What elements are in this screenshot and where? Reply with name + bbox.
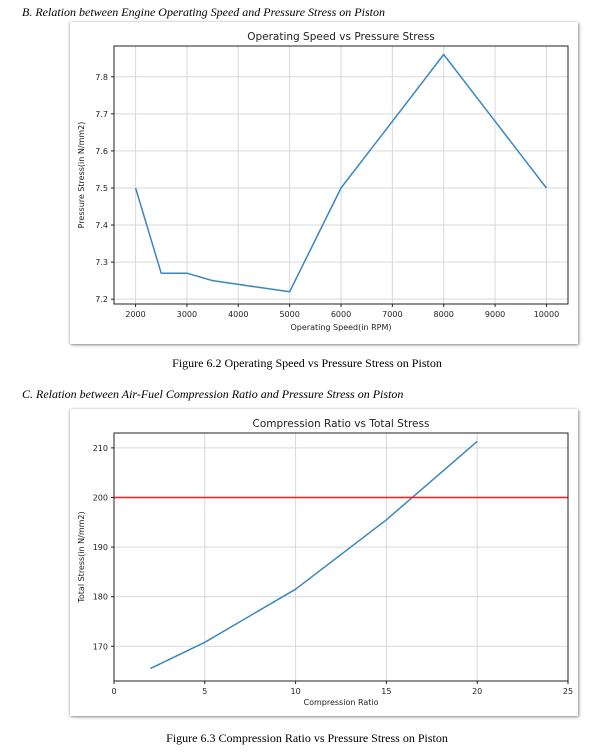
plot-frame [113,432,569,682]
y-tick-label: 7.4 [95,221,108,230]
x-tick-label: 10000 [534,310,559,319]
operating-speed-chart: 2000 3000 4000 5000 6000 7000 8000 9000 10000 7.2… [77,31,569,332]
y-tick-label: 7.3 [95,258,108,267]
y-tick-label: 7.7 [95,110,108,119]
chart-title: Compression Ratio vs Total Stress [253,418,430,430]
x-axis-label: Operating Speed(in RPM) [291,323,392,332]
x-tick-label: 8000 [434,310,454,319]
x-tick-label: 2000 [125,310,145,319]
y-tick-label: 7.8 [95,73,108,82]
x-axis-label: Compression Ratio [304,698,379,707]
section-b-heading: B. Relation between Engine Operating Spe… [22,5,385,19]
series-line-1 [149,440,478,670]
y-tick-label: 210 [93,444,108,453]
y-axis-label: Total Stress(in N/mm2) [77,511,86,603]
chart-title: Operating Speed vs Pressure Stress [247,31,435,43]
x-tick-label: 0 [111,687,116,696]
series-line-1 [134,53,547,293]
x-tick-label: 25 [563,687,573,696]
x-tick-label: 10 [291,687,301,696]
x-tick-label: 20 [472,687,482,696]
x-tick-label: 7000 [382,310,402,319]
y-axis-label: Pressure Stress(in N/mm2) [77,122,86,229]
figure-6-3-caption: Figure 6.3 Compression Ratio vs Pressure… [166,731,448,745]
x-tick-label: 3000 [177,310,197,319]
chart-frame-compression-ratio: 0 5 10 15 20 25 170 180 190 200 210 Compression Rat… [70,409,578,716]
x-tick-label: 9000 [485,310,505,319]
y-tick-label: 190 [93,543,108,552]
y-tick-label: 170 [93,642,108,651]
y-tick-label: 7.2 [95,295,108,304]
x-tick-label: 15 [381,687,391,696]
y-tick-label: 180 [93,593,108,602]
compression-ratio-chart: 0 5 10 15 20 25 170 180 190 200 210 Compression Rat… [77,418,573,707]
x-tick-label: 6000 [331,310,351,319]
y-tick-label: 200 [93,493,108,502]
x-tick-label: 5 [202,687,207,696]
chart-frame-operating-speed: 2000 3000 4000 5000 6000 7000 8000 9000 10000 7.2… [70,22,578,344]
figure-6-2-caption: Figure 6.2 Operating Speed vs Pressure S… [172,356,442,370]
section-c-heading: C. Relation between Air-Fuel Compression… [22,387,404,401]
y-tick-label: 7.5 [95,184,108,193]
x-tick-label: 5000 [279,310,299,319]
x-tick-label: 4000 [228,310,248,319]
y-tick-label: 7.6 [95,147,108,156]
